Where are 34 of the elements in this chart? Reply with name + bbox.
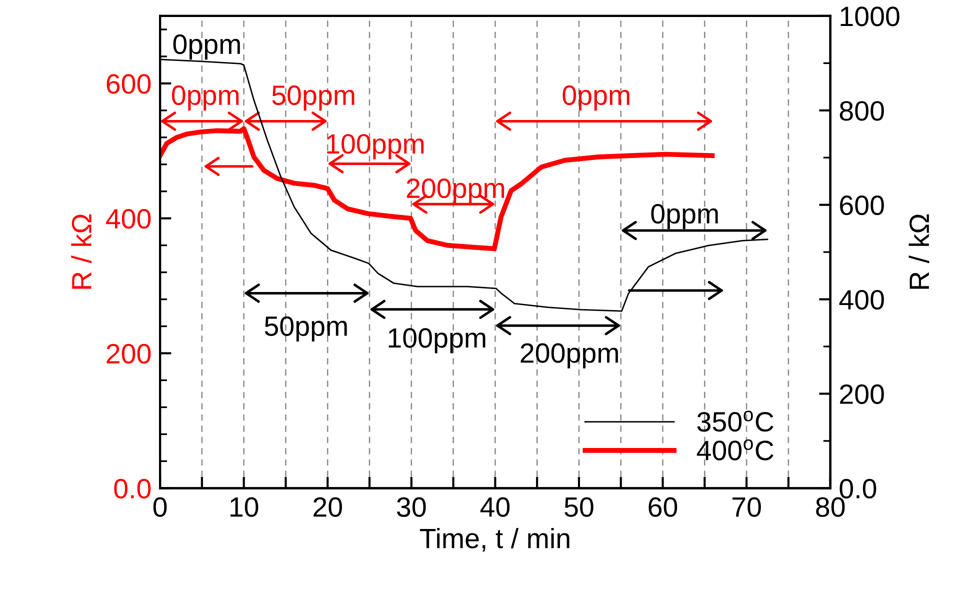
- y-tick-label: 600: [106, 74, 151, 94]
- y-tick-label: 400: [106, 209, 151, 229]
- x-tick-label: 30: [397, 497, 426, 517]
- legend-label: 350$^{o}$C: [697, 410, 774, 432]
- x-tick-label: 80: [816, 497, 845, 517]
- annotation: 50ppm: [264, 316, 347, 342]
- y-axis-title: R / kΩ: [71, 214, 92, 289]
- annotation: 100ppm: [327, 134, 424, 160]
- y2-tick-label: 600: [840, 196, 884, 216]
- legend-label: 400$^{o}$C: [696, 439, 774, 460]
- x-tick-label: 20: [314, 497, 342, 517]
- y2-tick-label: 200: [840, 384, 884, 404]
- x-tick-label: 0: [153, 497, 167, 517]
- annotation: 200ppm: [520, 343, 618, 368]
- y2-axis-title: R / kΩ: [908, 214, 930, 289]
- y-tick-label: 0.0: [114, 478, 151, 499]
- annotation: 0ppm: [172, 85, 239, 111]
- x-tick-label: 10: [230, 497, 258, 517]
- annotation: 0ppm: [173, 34, 240, 60]
- annotation: 200ppm: [406, 178, 504, 204]
- x-tick-label: 50: [564, 497, 594, 517]
- annotation: 0ppm: [651, 204, 718, 230]
- x-tick-label: 40: [480, 497, 510, 517]
- y2-tick-label: 400: [839, 290, 884, 310]
- x-tick-label: 70: [732, 497, 761, 517]
- annotation: 0ppm: [562, 85, 630, 111]
- y2-tick-label: 800: [840, 101, 884, 121]
- annotation: 100ppm: [388, 328, 486, 354]
- y-tick-label: 200: [106, 344, 151, 364]
- x-axis-title: Time, t / min: [420, 528, 570, 552]
- x-tick-label: 60: [648, 497, 678, 517]
- annotation: 50ppm: [272, 85, 354, 111]
- y2-tick-label: 0.0: [840, 478, 876, 499]
- y2-tick-label: 1000: [840, 6, 900, 26]
